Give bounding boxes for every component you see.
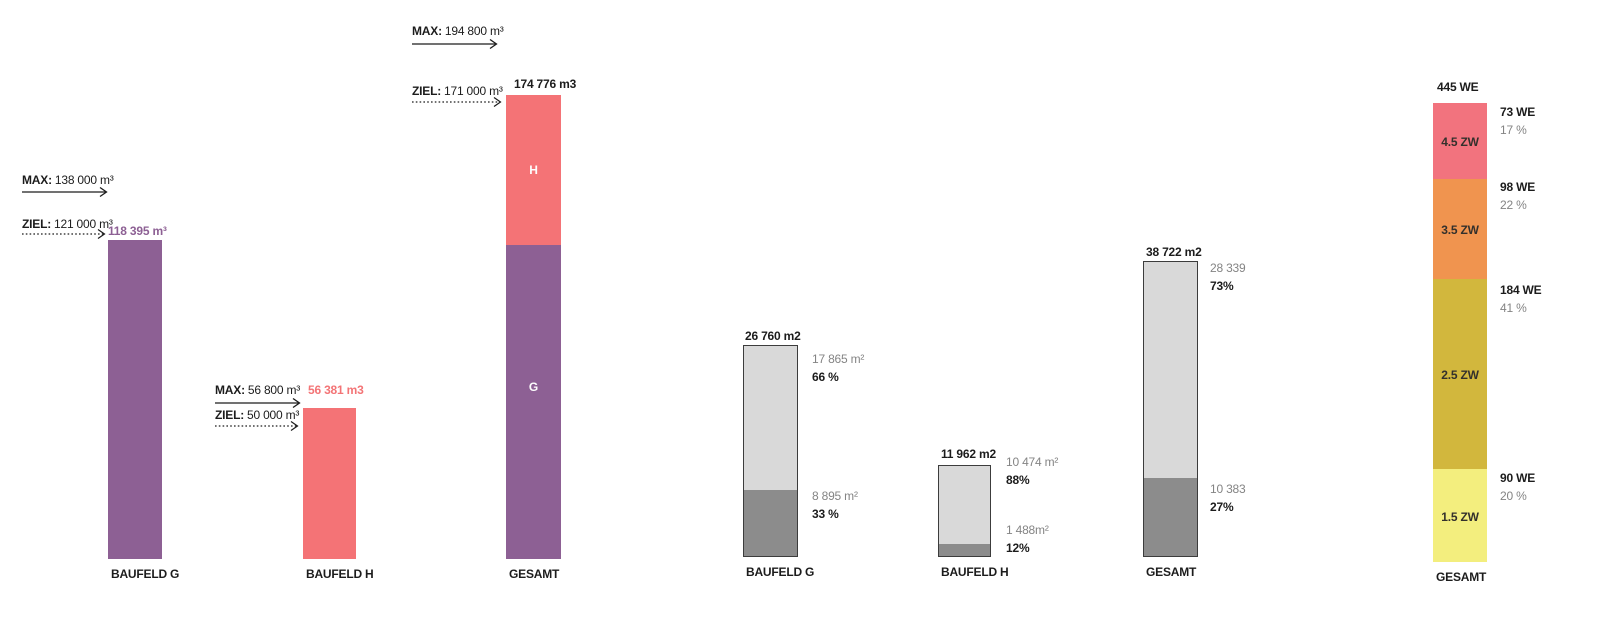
category-label: BAUFELD H <box>941 565 1009 579</box>
max-prefix: MAX: <box>215 383 245 397</box>
area-total-label: 11 962 m2 <box>941 447 996 461</box>
lower-area-value: 8 895 m² <box>812 489 858 503</box>
we-count: 90 WE <box>1500 471 1536 485</box>
max-arrow-icon <box>412 38 498 50</box>
category-label: BAUFELD H <box>306 567 374 581</box>
we-pct: 41 % <box>1500 301 1527 315</box>
category-label: GESAMT <box>509 567 560 581</box>
segment-label: 3.5 ZW <box>1441 223 1479 237</box>
ziel-annotation-baufeld-h: ZIEL: 50 000 m³ <box>215 409 299 422</box>
volume-bar-gesamt-stacked: H G <box>506 95 561 559</box>
we-segment-3-5-zw: 3.5 ZW <box>1433 179 1487 279</box>
we-count: 184 WE <box>1500 283 1542 297</box>
ziel-annotation-baufeld-g: ZIEL: 121 000 m³ <box>22 218 113 231</box>
upper-area-pct: 66 % <box>812 370 839 384</box>
bar-value-label: 118 395 m³ <box>108 224 167 238</box>
bar-value-label: 174 776 m3 <box>514 77 577 91</box>
we-pct: 17 % <box>1500 123 1527 137</box>
upper-area-value: 28 339 <box>1210 261 1246 275</box>
max-prefix: MAX: <box>412 24 442 38</box>
segment-label: H <box>529 163 538 177</box>
stacked-segment-h: H <box>506 95 561 245</box>
ziel-dotted-arrow-icon <box>215 421 299 431</box>
ziel-value: 171 000 m³ <box>444 84 503 98</box>
segment-label: 2.5 ZW <box>1441 368 1479 382</box>
category-label: BAUFELD G <box>746 565 815 579</box>
volume-bar-baufeld-g <box>108 240 162 559</box>
we-count: 98 WE <box>1500 180 1536 194</box>
we-segment-4-5-zw: 4.5 ZW <box>1433 103 1487 179</box>
area-bar-lower-fill <box>744 490 797 556</box>
area-bar-gesamt <box>1143 261 1198 557</box>
lower-area-pct: 12% <box>1006 541 1030 555</box>
ziel-prefix: ZIEL: <box>412 84 441 98</box>
max-arrow-icon <box>215 397 301 409</box>
category-label: BAUFELD G <box>111 567 180 581</box>
ziel-value: 50 000 m³ <box>247 408 300 422</box>
area-total-label: 38 722 m2 <box>1146 245 1202 259</box>
upper-area-value: 10 474 m² <box>1006 455 1059 469</box>
we-count: 73 WE <box>1500 105 1536 119</box>
area-bar-baufeld-g <box>743 345 798 557</box>
max-prefix: MAX: <box>22 173 52 187</box>
segment-label: 1.5 ZW <box>1441 510 1479 524</box>
ziel-dotted-arrow-icon <box>22 229 106 239</box>
max-annotation-gesamt: MAX: 194 800 m³ <box>412 25 504 38</box>
stacked-segment-g: G <box>506 245 561 559</box>
bar-value-label: 56 381 m3 <box>308 383 364 397</box>
we-total-label: 445 WE <box>1437 80 1479 94</box>
lower-area-pct: 33 % <box>812 507 839 521</box>
upper-area-pct: 73% <box>1210 279 1234 293</box>
upper-area-pct: 88% <box>1006 473 1030 487</box>
we-pct: 20 % <box>1500 489 1527 503</box>
lower-area-pct: 27% <box>1210 500 1234 514</box>
ziel-annotation-gesamt: ZIEL: 171 000 m³ <box>412 85 503 98</box>
max-value: 56 800 m³ <box>247 383 301 397</box>
we-pct: 22 % <box>1500 198 1527 212</box>
lower-area-value: 10 383 <box>1210 482 1246 496</box>
max-annotation-baufeld-h: MAX: 56 800 m³ <box>215 384 300 397</box>
lower-area-value: 1 488m² <box>1006 523 1049 537</box>
category-label: GESAMT <box>1146 565 1197 579</box>
ziel-value: 121 000 m³ <box>54 217 113 231</box>
upper-area-value: 17 865 m² <box>812 352 865 366</box>
area-bar-baufeld-h <box>938 465 991 557</box>
max-value: 138 000 m³ <box>54 173 114 187</box>
volume-bar-baufeld-h <box>303 408 356 559</box>
category-label: GESAMT <box>1436 570 1487 584</box>
segment-label: G <box>528 380 539 394</box>
area-bar-lower-fill <box>939 544 990 556</box>
segment-label: 4.5 ZW <box>1441 135 1479 149</box>
max-annotation-baufeld-g: MAX: 138 000 m³ <box>22 174 114 187</box>
we-bar-gesamt-stacked: 4.5 ZW 3.5 ZW 2.5 ZW 1.5 ZW <box>1433 103 1487 562</box>
we-segment-2-5-zw: 2.5 ZW <box>1433 279 1487 469</box>
area-bar-lower-fill <box>1144 478 1197 556</box>
max-value: 194 800 m³ <box>444 24 504 38</box>
ziel-prefix: ZIEL: <box>22 217 51 231</box>
max-arrow-icon <box>22 186 108 198</box>
ziel-prefix: ZIEL: <box>215 408 244 422</box>
we-segment-1-5-zw: 1.5 ZW <box>1433 469 1487 562</box>
ziel-dotted-arrow-icon <box>412 97 502 107</box>
area-total-label: 26 760 m2 <box>745 329 801 343</box>
